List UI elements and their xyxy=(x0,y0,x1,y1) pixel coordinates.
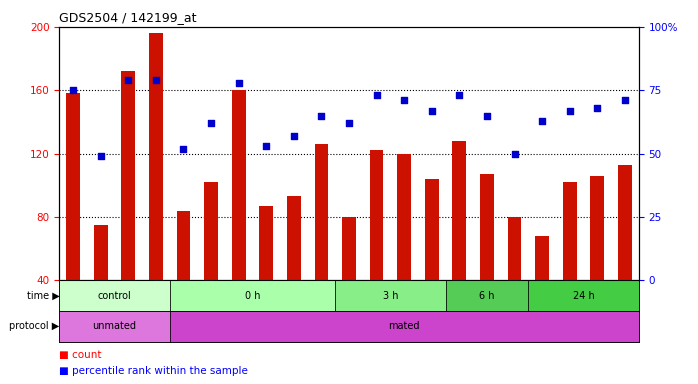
Text: unmated: unmated xyxy=(93,321,137,331)
Bar xyxy=(445,280,528,311)
Bar xyxy=(170,311,639,342)
Bar xyxy=(535,236,549,344)
Point xyxy=(343,120,355,126)
Point xyxy=(178,146,189,152)
Bar xyxy=(452,141,466,344)
Bar xyxy=(59,280,170,311)
Bar xyxy=(66,93,80,344)
Bar xyxy=(507,217,521,344)
Bar xyxy=(59,311,170,342)
Point xyxy=(454,92,465,98)
Bar xyxy=(121,71,135,344)
Point xyxy=(509,151,520,157)
Text: protocol ▶: protocol ▶ xyxy=(9,321,59,331)
Text: ■ percentile rank within the sample: ■ percentile rank within the sample xyxy=(59,366,248,376)
Bar xyxy=(232,90,246,344)
Point xyxy=(68,87,79,93)
Point xyxy=(592,105,603,111)
Bar xyxy=(397,154,411,344)
Point xyxy=(288,133,299,139)
Bar xyxy=(342,217,356,344)
Point xyxy=(233,79,244,86)
Bar xyxy=(370,151,383,344)
Bar xyxy=(563,182,577,344)
Bar xyxy=(315,144,328,344)
Text: time ▶: time ▶ xyxy=(27,291,59,301)
Bar xyxy=(260,206,273,344)
Point xyxy=(371,92,383,98)
Bar xyxy=(170,280,335,311)
Bar xyxy=(618,165,632,344)
Point xyxy=(315,113,327,119)
Bar xyxy=(480,174,493,344)
Text: 0 h: 0 h xyxy=(245,291,260,301)
Point xyxy=(123,77,134,83)
Point xyxy=(260,143,272,149)
Bar xyxy=(335,280,445,311)
Text: GDS2504 / 142199_at: GDS2504 / 142199_at xyxy=(59,11,197,24)
Point xyxy=(205,120,216,126)
Point xyxy=(150,77,161,83)
Text: control: control xyxy=(98,291,131,301)
Text: 6 h: 6 h xyxy=(480,291,495,301)
Point xyxy=(95,153,106,159)
Point xyxy=(399,97,410,103)
Point xyxy=(537,118,548,124)
Point xyxy=(426,108,438,114)
Point xyxy=(482,113,493,119)
Point xyxy=(564,108,575,114)
Bar xyxy=(205,182,218,344)
Bar xyxy=(149,33,163,344)
Bar xyxy=(591,176,604,344)
Text: mated: mated xyxy=(388,321,420,331)
Text: ■ count: ■ count xyxy=(59,350,102,360)
Point xyxy=(619,97,630,103)
Text: 24 h: 24 h xyxy=(572,291,595,301)
Bar xyxy=(528,280,639,311)
Text: 3 h: 3 h xyxy=(383,291,398,301)
Bar xyxy=(177,210,191,344)
Bar xyxy=(425,179,438,344)
Bar xyxy=(94,225,107,344)
Bar xyxy=(287,196,301,344)
